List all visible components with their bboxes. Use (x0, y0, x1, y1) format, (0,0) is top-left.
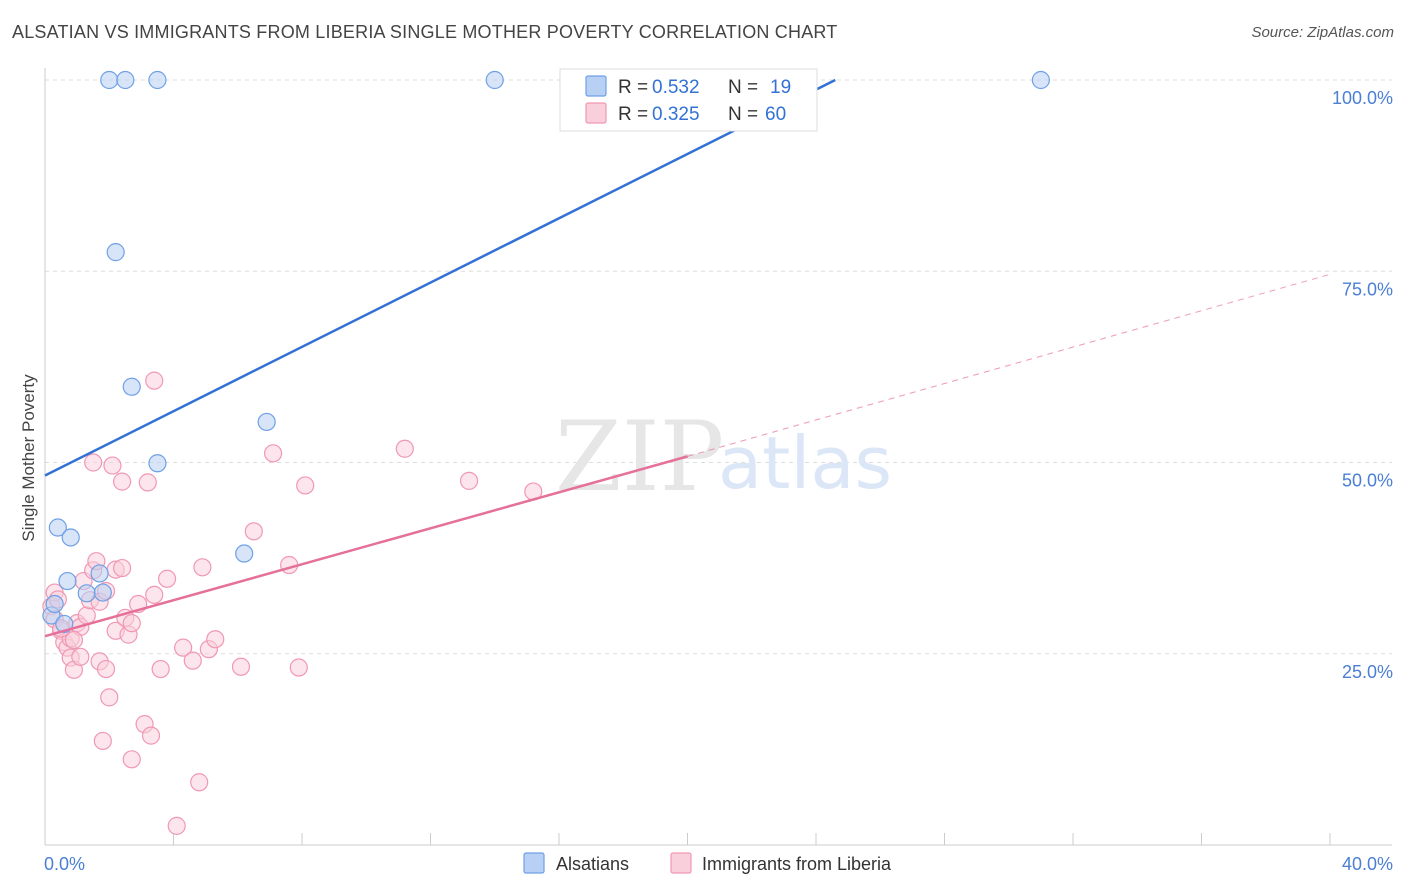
alsatians-point-3 (485, 70, 504, 90)
stats-r-label-liberia: R = (618, 104, 648, 125)
liberia-point-51 (263, 444, 283, 463)
y-tick-label-1: 50.0% (1342, 471, 1393, 491)
x-tick-label-0: 0.0% (44, 854, 85, 874)
alsatians-point-13 (90, 564, 109, 583)
liberia-point-54 (296, 476, 315, 495)
watermark-atlas: atlas (718, 421, 892, 505)
stats-r-value-alsatians: 0.532 (652, 77, 700, 98)
liberia-point-11 (71, 647, 90, 666)
trend-line-liberia (44, 455, 688, 638)
alsatians-point-11 (61, 528, 80, 547)
liberia-point-32 (122, 750, 141, 769)
liberia-point-46 (193, 558, 212, 577)
alsatians-point-0 (100, 70, 119, 90)
stats-n-value-alsatians: 19 (770, 77, 791, 98)
y-tick-label-3: 100.0% (1332, 88, 1393, 108)
legend-label-liberia: Immigrants from Liberia (702, 854, 892, 874)
alsatians-point-10 (48, 518, 67, 537)
liberia-point-59 (64, 630, 84, 650)
alsatians-point-9 (235, 544, 254, 563)
liberia-point-40 (151, 659, 170, 679)
chart-title: ALSATIAN VS IMMIGRANTS FROM LIBERIA SING… (12, 22, 838, 42)
liberia-point-55 (395, 439, 414, 458)
series-alsatians-points (42, 70, 1050, 634)
liberia-point-28 (112, 472, 132, 491)
watermark: ZIP atlas (555, 401, 892, 513)
liberia-point-29 (112, 558, 132, 578)
liberia-point-49 (231, 657, 251, 676)
stats-swatch-alsatians (585, 75, 607, 97)
alsatians-point-4 (1031, 70, 1050, 90)
liberia-point-42 (167, 816, 186, 835)
liberia-point-37 (141, 726, 161, 745)
liberia-point-38 (145, 371, 164, 390)
liberia-point-45 (190, 773, 209, 792)
alsatians-point-18 (45, 594, 64, 614)
stats-n-label-alsatians: N = (728, 77, 758, 98)
liberia-point-48 (206, 630, 225, 649)
liberia-point-56 (459, 471, 479, 490)
stats-r-value-liberia: 0.325 (652, 104, 700, 125)
liberia-point-43 (174, 638, 193, 657)
series-liberia-points (42, 371, 543, 835)
stats-r-label-alsatians: R = (618, 77, 648, 98)
trend-line-liberia-extension (687, 273, 1331, 457)
liberia-point-33 (122, 614, 141, 633)
liberia-point-39 (145, 585, 164, 604)
alsatians-point-12 (58, 571, 77, 591)
grid-lines (45, 79, 1392, 655)
alsatians-point-1 (116, 70, 135, 90)
trend-lines (44, 78, 1331, 638)
x-tick-labels: 0.0% 40.0% (44, 854, 1393, 874)
alsatians-point-6 (122, 377, 141, 396)
liberia-point-25 (103, 456, 122, 475)
source-label: Source: ZipAtlas.com (1251, 24, 1394, 41)
liberia-point-22 (96, 659, 116, 679)
watermark-zip: ZIP (555, 401, 724, 513)
y-tick-label-0: 25.0% (1342, 662, 1393, 682)
liberia-point-53 (289, 658, 308, 677)
stats-n-label-liberia: N = (728, 104, 758, 125)
alsatians-point-17 (55, 614, 74, 634)
liberia-point-17 (84, 453, 103, 472)
alsatians-point-15 (93, 583, 112, 602)
y-axis-label: Single Mother Poverty (19, 374, 38, 542)
liberia-point-14 (77, 606, 96, 625)
alsatians-point-8 (257, 412, 276, 432)
stats-n-value-liberia: 60 (765, 104, 786, 125)
stats-legend: R = 0.532 N = 19 R = 0.325 N = 60 (559, 68, 818, 132)
x-tick-label-1: 40.0% (1342, 854, 1393, 874)
axes (44, 68, 1392, 846)
alsatians-point-5 (106, 243, 125, 262)
liberia-point-36 (138, 473, 157, 492)
trend-line-alsatians (44, 78, 836, 477)
y-tick-labels: 25.0% 50.0% 75.0% 100.0% (1332, 88, 1393, 682)
liberia-point-44 (183, 651, 202, 670)
series-legend: Alsatians Immigrants from Liberia (523, 852, 892, 874)
liberia-point-23 (100, 688, 119, 707)
liberia-point-41 (157, 569, 177, 588)
legend-label-alsatians: Alsatians (556, 854, 629, 874)
liberia-point-24 (93, 731, 112, 751)
liberia-point-50 (244, 522, 263, 541)
alsatians-point-14 (77, 584, 96, 603)
alsatians-point-7 (148, 454, 167, 473)
legend-swatch-liberia (670, 852, 692, 874)
stats-swatch-liberia (585, 102, 607, 124)
legend-swatch-alsatians (523, 852, 545, 874)
alsatians-point-2 (148, 70, 167, 90)
y-tick-label-2: 75.0% (1342, 279, 1393, 299)
